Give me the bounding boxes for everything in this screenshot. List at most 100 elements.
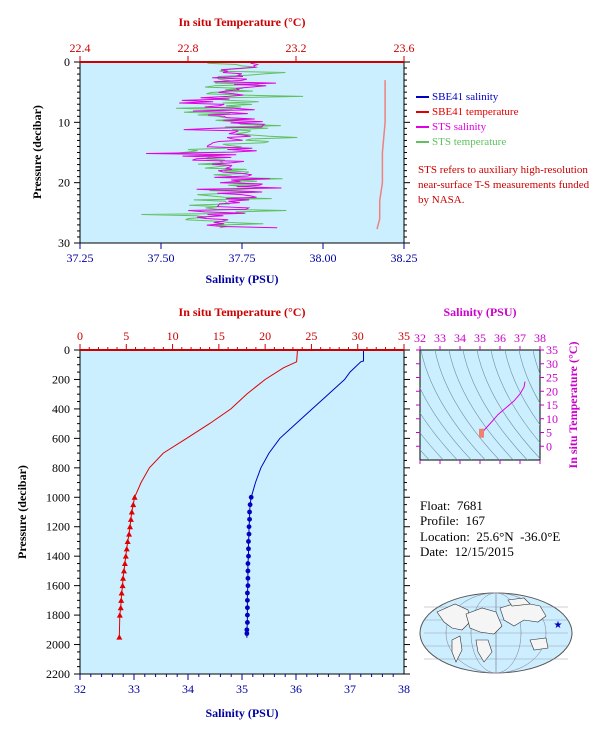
- ts-y-tick-label: 20: [546, 384, 558, 398]
- density-contour: [518, 350, 540, 404]
- legend-sbe41-temperature: SBE41 temperature: [432, 106, 519, 118]
- ts-x-tick-label: 37: [514, 331, 526, 345]
- y-tick-label-main: 1600: [46, 579, 70, 593]
- x-tick-label-top-salinity: 38.00: [310, 251, 337, 265]
- ts-y-tick-label: 30: [546, 357, 558, 371]
- density-contour: [476, 350, 540, 460]
- x2-tick-label-main-temperature: 10: [167, 329, 179, 343]
- salinity-marker: [246, 539, 251, 544]
- temperature-marker: [127, 516, 134, 522]
- x2-tick-label-main-temperature: 15: [213, 329, 225, 343]
- ts-y-tick-label: 10: [546, 412, 558, 426]
- y-tick-label-main: 200: [52, 372, 70, 386]
- x-tick-label-main-salinity: 33: [128, 682, 140, 696]
- legend-sbe41-salinity: SBE41 salinity: [432, 91, 499, 103]
- x2-tick-label-main-temperature: 30: [352, 329, 364, 343]
- map-landmass: [475, 639, 493, 663]
- temperature-marker: [121, 560, 128, 567]
- density-contour: [420, 350, 486, 460]
- salinity-marker: [246, 553, 251, 559]
- x-tick-label-main-salinity: 32: [74, 682, 86, 696]
- density-contour: [420, 432, 444, 460]
- plot-area-top: [79, 61, 405, 244]
- ts-y-tick-label: 25: [546, 371, 558, 385]
- location: Location: 25.6°N -36.0°E: [420, 528, 561, 544]
- x2-axis-title-main: In situ Temperature (°C): [179, 305, 306, 319]
- x2-tick-label-main-temperature: 0: [77, 329, 83, 343]
- map-landmass: [507, 597, 531, 607]
- density-contour: [490, 350, 540, 444]
- salinity-marker: [245, 583, 251, 589]
- legend-sts-temperature: STS temperature: [432, 136, 507, 148]
- temperature-marker: [120, 567, 127, 574]
- y-tick-label-main: 1000: [46, 490, 70, 504]
- float-location-star-icon: ★: [554, 620, 563, 631]
- salinity-marker: [244, 631, 250, 636]
- temperature-marker: [119, 582, 126, 589]
- salinity-marker: [245, 620, 250, 625]
- y-tick-label-top: 10: [58, 115, 70, 129]
- map-meridian: [445, 592, 547, 674]
- density-contour: [504, 350, 540, 426]
- world-map: ★: [419, 592, 573, 674]
- temperature-marker: [130, 501, 137, 508]
- y-tick-label-top: 0: [64, 55, 70, 69]
- x-axis-title-top: Salinity (PSU): [205, 272, 278, 286]
- ts-y-tick-label: 15: [546, 398, 558, 412]
- density-contour: [434, 350, 500, 460]
- map-landmass: [451, 635, 463, 663]
- temperature-marker: [126, 531, 133, 537]
- temperature-marker: [116, 612, 123, 618]
- x2-tick-label-top-temperature: 22.8: [178, 41, 199, 55]
- y-axis-title-main: Pressure (decibar): [15, 465, 29, 559]
- y-tick-label-main: 400: [52, 402, 70, 416]
- density-contour: [462, 350, 528, 460]
- density-contour: [420, 449, 430, 460]
- x2-tick-label-top-temperature: 23.2: [286, 41, 307, 55]
- salinity-marker: [246, 546, 251, 552]
- salinity-marker: [247, 509, 252, 515]
- temperature-marker: [117, 604, 124, 611]
- plot-area-main: [79, 349, 405, 675]
- density-contour: [532, 350, 540, 375]
- salinity-marker: [245, 612, 250, 618]
- salinity-marker: [246, 524, 252, 530]
- salinity-marker: [247, 516, 252, 522]
- float-id: Float: 7681: [420, 497, 483, 513]
- ts-x-tick-label: 32: [414, 331, 426, 345]
- x-tick-label-main-salinity: 36: [290, 682, 302, 696]
- temperature-marker: [116, 634, 123, 640]
- ts-y-tick-label: 0: [546, 439, 552, 453]
- salinity-marker: [245, 561, 251, 566]
- y-tick-label-main: 2200: [46, 667, 70, 681]
- salinity-marker: [245, 605, 250, 611]
- salinity-marker: [245, 575, 251, 581]
- ts-x-tick-label: 35: [474, 331, 486, 345]
- x-axis-title-main: Salinity (PSU): [205, 706, 278, 720]
- y-tick-label-main: 0: [64, 343, 70, 357]
- density-contour: [448, 350, 514, 460]
- x-tick-label-top-salinity: 37.50: [148, 251, 175, 265]
- density-contour: [420, 412, 458, 460]
- temperature-marker: [128, 509, 135, 515]
- ts-x-tick-label: 34: [454, 331, 466, 345]
- map-landmass: [436, 603, 471, 631]
- ts-contours: [420, 350, 540, 460]
- density-contour: [420, 387, 472, 460]
- y-tick-label-top: 20: [58, 176, 70, 190]
- x-tick-label-main-salinity: 38: [398, 682, 410, 696]
- x2-tick-label-main-temperature: 5: [123, 329, 129, 343]
- y-tick-label-main: 1800: [46, 608, 70, 622]
- temperature-marker: [122, 553, 129, 559]
- x2-tick-label-main-temperature: 20: [259, 329, 271, 343]
- ts-x-tick-label: 33: [434, 331, 446, 345]
- x-tick-label-main-salinity: 37: [344, 682, 356, 696]
- y-tick-label-main: 2000: [46, 638, 70, 652]
- ts-x-tick-label: 38: [534, 331, 546, 345]
- x2-axis-title-top: In situ Temperature (°C): [179, 15, 306, 29]
- temperature-marker: [131, 494, 138, 500]
- ts-y-tick-label: 35: [546, 343, 558, 357]
- salinity-marker: [245, 597, 250, 603]
- y-tick-label-main: 800: [52, 461, 70, 475]
